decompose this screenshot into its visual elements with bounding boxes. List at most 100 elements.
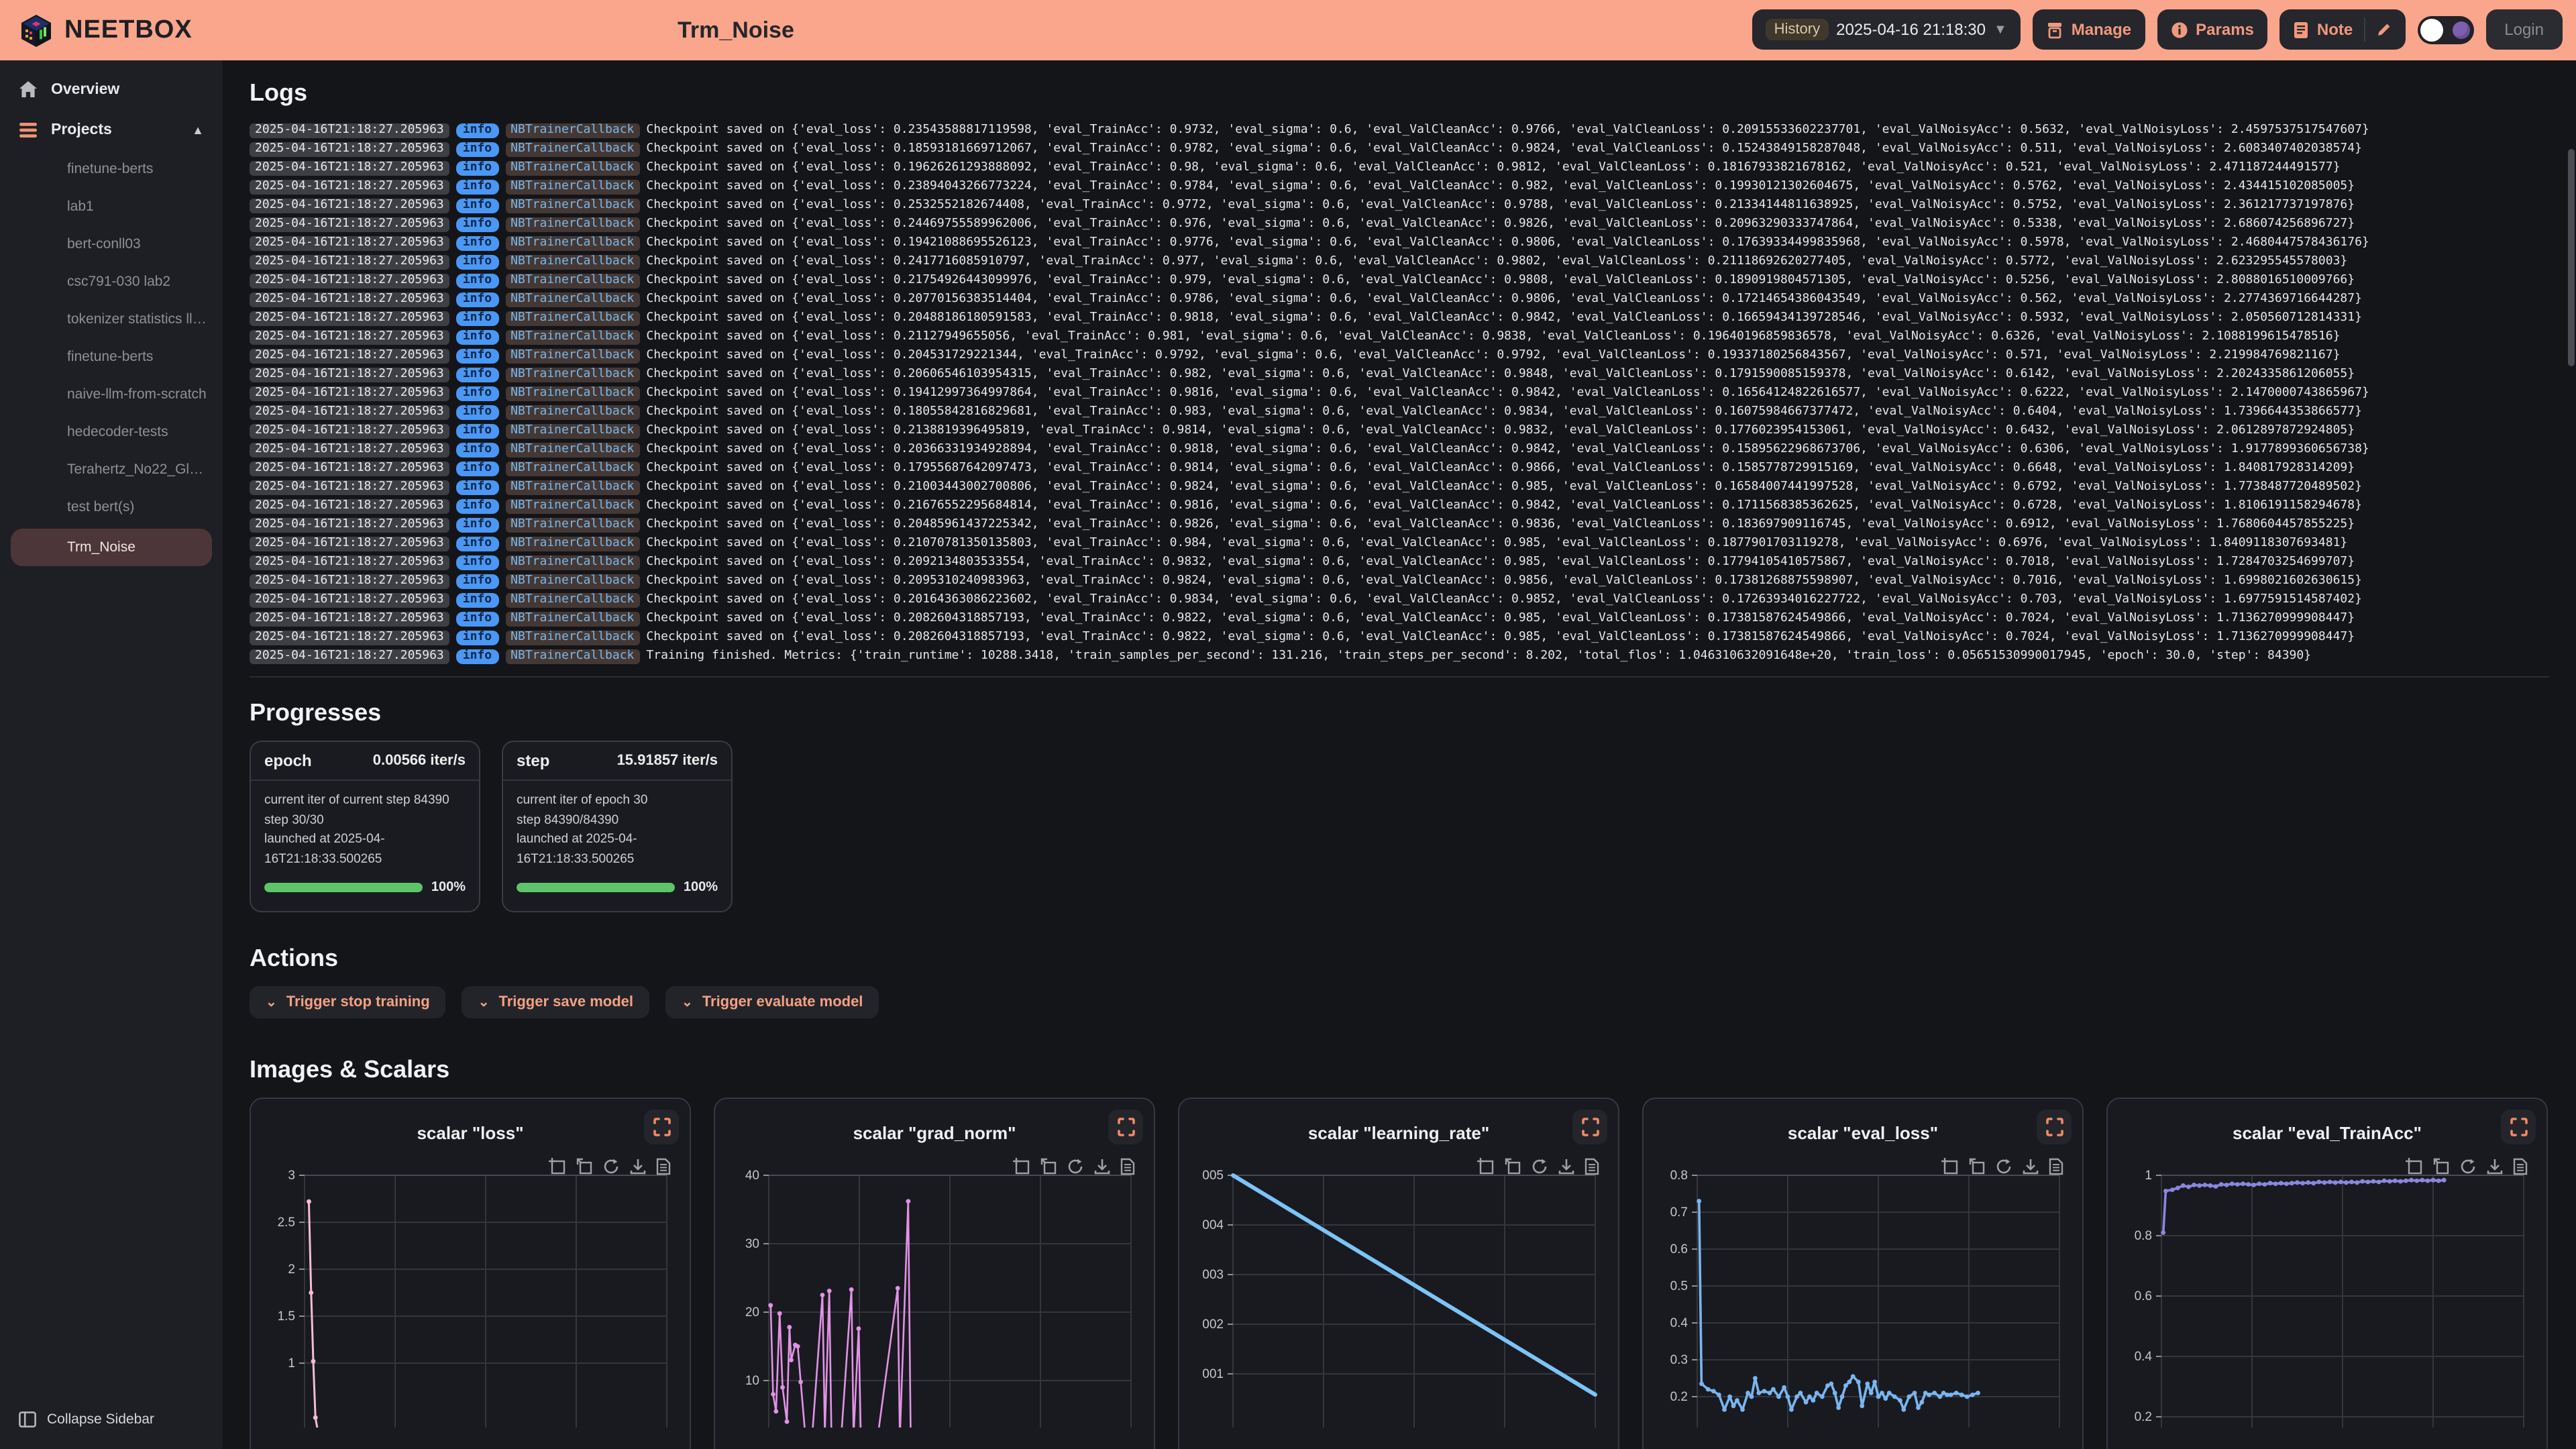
log-message: Checkpoint saved on {'eval_loss': 0.1859… [646, 142, 2362, 156]
params-button[interactable]: Params [2157, 9, 2267, 50]
sidebar-project-item[interactable]: finetune-berts [67, 349, 154, 365]
svg-text:0.2: 0.2 [1670, 1391, 1688, 1405]
chart-plot[interactable]: 0.8 0.7 0.6 0.5 0.4 0.3 0.2 [1657, 1160, 2072, 1428]
svg-text:2: 2 [288, 1263, 295, 1277]
download-icon[interactable] [1558, 1159, 1575, 1176]
log-row: 2025-04-16T21:18:27.205963 info NBTraine… [250, 271, 2549, 290]
zoom-reset-icon[interactable] [576, 1159, 593, 1176]
brand[interactable]: NEETBOX [19, 13, 193, 48]
sidebar-project-item[interactable]: Trm_Noise [11, 529, 212, 566]
dark-mode-toggle[interactable] [2417, 15, 2474, 44]
chart-title: scalar "eval_loss" [1787, 1123, 1939, 1144]
sidebar-item-projects[interactable]: Projects ▲ [0, 110, 223, 150]
log-message: Checkpoint saved on {'eval_loss': 0.2446… [646, 217, 2355, 231]
sidebar-project-item[interactable]: tokenizer statistics llama... [67, 311, 223, 327]
log-list[interactable]: 2025-04-16T21:18:27.205963 info NBTraine… [250, 121, 2549, 665]
chart-title: scalar "learning_rate" [1307, 1123, 1490, 1144]
log-message: Checkpoint saved on {'eval_loss': 0.2045… [646, 349, 2341, 362]
refresh-icon[interactable] [1995, 1159, 2012, 1176]
collapse-sidebar-button[interactable]: Collapse Sidebar [0, 1401, 223, 1438]
expand-chart-button[interactable] [2037, 1110, 2072, 1145]
history-select[interactable]: History 2025-04-16 21:18:30 ▼ [1752, 9, 2021, 50]
chart-plot[interactable]: 1 0.8 0.6 0.4 0.2 [2121, 1160, 2536, 1428]
log-level-badge: info [455, 179, 499, 194]
sidebar-project-item[interactable]: finetune-berts [67, 161, 154, 177]
log-source-badge: NBTrainerCallback [505, 461, 640, 476]
refresh-icon[interactable] [1067, 1159, 1084, 1176]
refresh-icon[interactable] [602, 1159, 620, 1176]
download-icon[interactable] [2486, 1159, 2504, 1176]
download-icon[interactable] [629, 1159, 647, 1176]
page-scrollbar-thumb[interactable] [2568, 149, 2575, 366]
data-view-icon[interactable] [2049, 1159, 2063, 1176]
zoom-select-icon[interactable] [1941, 1158, 1959, 1176]
expand-chart-button[interactable] [1108, 1110, 1143, 1145]
manage-button[interactable]: Manage [2032, 9, 2145, 50]
refresh-icon[interactable] [1531, 1159, 1548, 1176]
download-icon[interactable] [2022, 1159, 2039, 1176]
sidebar-project-item[interactable]: test bert(s) [67, 499, 135, 515]
log-message: Checkpoint saved on {'eval_loss': 0.2036… [646, 443, 2369, 456]
sidebar-item-overview[interactable]: Overview [0, 68, 223, 110]
log-row: 2025-04-16T21:18:27.205963 info NBTraine… [250, 515, 2549, 534]
log-source-badge: NBTrainerCallback [505, 292, 640, 307]
chevron-up-icon[interactable]: ▲ [192, 123, 204, 137]
zoom-reset-icon[interactable] [1968, 1159, 1986, 1176]
log-message: Checkpoint saved on {'eval_loss': 0.2082… [646, 612, 2355, 625]
toggle-knob [2420, 18, 2443, 41]
page-title: Trm_Noise [678, 17, 794, 43]
download-icon[interactable] [1093, 1159, 1111, 1176]
data-view-icon[interactable] [656, 1159, 671, 1176]
zoom-select-icon[interactable] [1013, 1158, 1030, 1176]
log-row: 2025-04-16T21:18:27.205963 info NBTraine… [250, 196, 2549, 215]
sidebar-project-item[interactable]: csc791-030 lab2 [67, 274, 171, 290]
log-level-badge: info [455, 160, 499, 175]
chart-plot[interactable]: 005 004 003 002 001 [1193, 1160, 1607, 1428]
refresh-icon[interactable] [2459, 1159, 2477, 1176]
trigger-action-button[interactable]: ⌄ Trigger stop training [250, 986, 446, 1019]
log-source-badge: NBTrainerCallback [505, 630, 640, 645]
chart-toolbar [1941, 1158, 2063, 1176]
sidebar-project-item[interactable]: lab1 [67, 199, 94, 215]
action-label: Trigger stop training [286, 994, 430, 1011]
log-timestamp-badge: 2025-04-16T21:18:27.205963 [250, 348, 449, 363]
chart-plot[interactable]: 40 30 20 10 [729, 1160, 1143, 1442]
zoom-select-icon[interactable] [549, 1158, 566, 1176]
expand-chart-button[interactable] [2501, 1110, 2536, 1145]
progress-body: current iter of epoch 30 step 84390/84390… [503, 781, 731, 912]
log-source-badge: NBTrainerCallback [505, 367, 640, 382]
note-icon [2294, 21, 2308, 38]
expand-chart-button[interactable] [1572, 1110, 1607, 1145]
log-source-badge: NBTrainerCallback [505, 198, 640, 213]
log-row: 2025-04-16T21:18:27.205963 info NBTraine… [250, 121, 2549, 140]
data-view-icon[interactable] [1120, 1159, 1135, 1176]
zoom-reset-icon[interactable] [2432, 1159, 2450, 1176]
zoom-reset-icon[interactable] [1504, 1159, 1521, 1176]
sidebar-project-item[interactable]: hedecoder-tests [67, 424, 168, 440]
login-button[interactable]: Login [2485, 9, 2563, 50]
trigger-action-button[interactable]: ⌄ Trigger save model [462, 986, 649, 1019]
note-button-group[interactable]: Note [2279, 9, 2406, 50]
svg-text:0.2: 0.2 [2135, 1411, 2152, 1425]
zoom-select-icon[interactable] [2406, 1158, 2423, 1176]
sidebar-project-item[interactable]: Terahertz_No22_Gl261_gl... [67, 462, 223, 478]
note-label: Note [2316, 20, 2353, 39]
trigger-action-button[interactable]: ⌄ Trigger evaluate model [665, 986, 879, 1019]
zoom-select-icon[interactable] [1477, 1158, 1495, 1176]
zoom-reset-icon[interactable] [1040, 1159, 1057, 1176]
sidebar-project-item[interactable]: bert-conll03 [67, 236, 141, 252]
expand-icon [1581, 1118, 1599, 1137]
log-timestamp-badge: 2025-04-16T21:18:27.205963 [250, 367, 449, 382]
log-row: 2025-04-16T21:18:27.205963 info NBTraine… [250, 440, 2549, 459]
log-timestamp-badge: 2025-04-16T21:18:27.205963 [250, 217, 449, 231]
pencil-edit-icon[interactable] [2375, 21, 2392, 38]
sidebar-projects-label: Projects [51, 122, 112, 138]
scalar-chart-card: scalar "learning_rate" [1178, 1097, 1619, 1449]
data-view-icon[interactable] [1585, 1159, 1599, 1176]
data-view-icon[interactable] [2513, 1159, 2528, 1176]
expand-chart-button[interactable] [644, 1110, 679, 1145]
log-message: Checkpoint saved on {'eval_loss': 0.2175… [646, 274, 2355, 287]
sidebar-project-item[interactable]: naive-llm-from-scratch [67, 386, 207, 402]
chart-plot[interactable]: 3 2.5 2 1.5 1 [264, 1160, 679, 1440]
log-level-badge: info [455, 217, 499, 231]
